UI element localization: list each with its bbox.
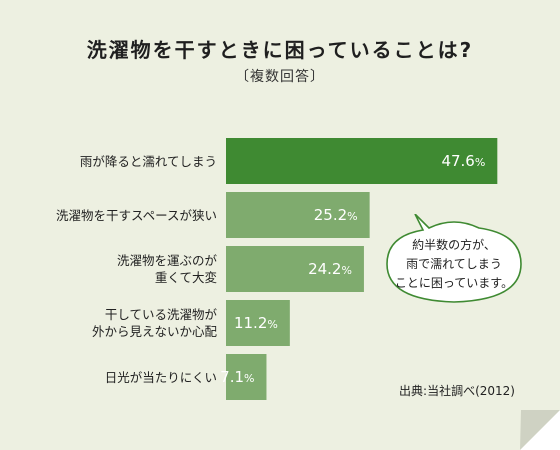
chart-title: 洗濯物を干すときに困っていることは? (86, 38, 474, 62)
category-label-text-3: 干している洗濯物が 外から見えないか心配 (91, 307, 217, 339)
bar-plot-svg: 47.6% 25.2% 24.2% 11.2% 7.1% (220, 138, 498, 400)
category-label-4: 日光が当たりにくい (17, 354, 217, 400)
category-label-text-0: 雨が降ると濡れてしまう (79, 153, 217, 169)
category-label-1: 洗濯物を干すスペースが狭い (17, 192, 217, 238)
category-label-3: 干している洗濯物が 外から見えないか心配 (17, 300, 217, 346)
bar-0 (226, 138, 498, 184)
category-label-text-4: 日光が当たりにくい (104, 369, 217, 385)
value-label-3: 11.2% (234, 314, 278, 332)
bar-3 (226, 300, 290, 346)
callout-bubble-shape (386, 214, 522, 303)
callout-line-3: ことに困っています。 (394, 276, 514, 290)
bar-4 (226, 354, 267, 400)
value-label-4: 7.1% (220, 368, 254, 386)
chart-subtitle: 〔複数回答〕 (235, 69, 325, 85)
category-label-2: 洗濯物を運ぶのが 重くて大変 (17, 246, 217, 292)
bar-2 (226, 246, 364, 292)
callout-text: 約半数の方が、 雨で濡れてしまう ことに困っています。 (385, 236, 523, 293)
value-label-2: 24.2% (308, 260, 352, 278)
value-label-0: 47.6% (441, 152, 485, 170)
category-label-0: 雨が降ると濡れてしまう (17, 138, 217, 184)
source-note: 出典:当社調べ(2012) (399, 384, 515, 398)
value-label-1: 25.2% (314, 206, 358, 224)
bar-plot: 47.6% 25.2% 24.2% 11.2% 7.1% (220, 138, 526, 408)
callout-line-1: 約半数の方が、 (412, 238, 496, 252)
callout-line-2: 雨で濡れてしまう (406, 257, 502, 271)
category-label-text-2: 洗濯物を運ぶのが 重くて大変 (116, 253, 217, 285)
callout-bubble (386, 214, 522, 303)
bar-1 (226, 192, 370, 238)
category-label-text-1: 洗濯物を干すスペースが狭い (55, 207, 217, 223)
